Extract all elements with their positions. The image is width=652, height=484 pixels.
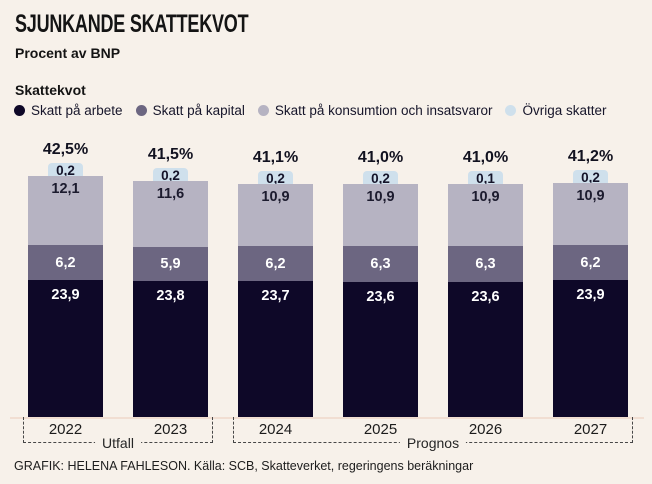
x-axis-line	[10, 417, 644, 419]
segment-skatt-p-kapital: 6,3	[343, 245, 418, 283]
legend-item-label: Skatt på konsumtion och insatsvaror	[274, 103, 493, 118]
segment-value-label: 23,8	[156, 287, 185, 304]
chart-legend: Skatt på arbete Skatt på kapital Skatt på …	[14, 103, 607, 118]
x-axis-year-2027: 2027	[573, 421, 608, 438]
segment-skatt-p-konsumtion-och-insatsvaror: 10,9	[448, 183, 523, 246]
segment-value-label: 11,6	[156, 185, 185, 202]
total-percent-label: 41,0%	[357, 148, 404, 166]
legend-item-vriga-skatter: Övriga skatter	[505, 103, 607, 118]
total-percent-label: 42,5%	[42, 140, 89, 158]
legend-item-label: Skatt på kapital	[152, 103, 245, 118]
x-axis-year-2023: 2023	[153, 421, 188, 438]
segment-value-label: 10,9	[261, 188, 290, 205]
segment-value-label: 6,3	[475, 256, 496, 272]
segment-value-label: 23,6	[471, 289, 500, 306]
segment-value-label: 23,6	[366, 289, 395, 306]
segment-skatt-p-kapital: 6,2	[553, 244, 628, 281]
segment-value-label: 10,9	[471, 188, 500, 205]
legend-dot-icon	[135, 105, 147, 116]
group-bracket-label: Utfall	[95, 435, 141, 451]
segment-skatt-p-konsumtion-och-insatsvaror: 10,9	[343, 183, 418, 246]
segment-value-label: 23,9	[51, 287, 80, 304]
segment-skatt-p-arbete: 23,8	[133, 280, 208, 417]
segment-value-label: 12,1	[51, 180, 80, 197]
legend-item-label: Övriga skatter	[522, 103, 607, 118]
segment-value-label: 6,2	[265, 255, 286, 272]
segment-skatt-p-konsumtion-och-insatsvaror: 11,6	[133, 180, 208, 248]
legend-dot-icon	[14, 105, 25, 116]
x-axis-year-2025: 2025	[363, 421, 398, 438]
legend-item-label: Skatt på arbete	[31, 103, 123, 118]
group-bracket-utfall: Utfall	[23, 417, 213, 451]
segment-skatt-p-kapital: 6,3	[448, 245, 523, 283]
segment-skatt-p-arbete: 23,6	[448, 282, 523, 417]
legend-item-skatt-p-arbete: Skatt på arbete	[14, 103, 123, 118]
x-axis-year-2024: 2024	[258, 421, 293, 438]
segment-skatt-p-arbete: 23,9	[553, 280, 628, 417]
legend-dot-icon	[505, 105, 517, 116]
group-bracket-prognos: Prognos	[233, 417, 633, 451]
legend-dot-icon	[257, 105, 269, 116]
segment-skatt-p-konsumtion-och-insatsvaror: 10,9	[238, 183, 313, 246]
total-percent-label: 41,0%	[462, 148, 509, 166]
legend-item-skatt-p-konsumtion-och-insatsvaror: Skatt på konsumtion och insatsvaror	[257, 103, 493, 118]
segment-skatt-p-arbete: 23,7	[238, 281, 313, 417]
bar-column-2023: 41,5% 0,2 11,6 5,9 23,8	[133, 130, 208, 417]
segment-value-label: 6,2	[580, 254, 601, 271]
page-title: SJUNKANDE SKATTEKVOT	[15, 10, 249, 38]
segment-skatt-p-konsumtion-och-insatsvaror: 10,9	[553, 182, 628, 245]
segment-value-label: 5,9	[160, 256, 181, 272]
legend-title: Skattekvot	[15, 82, 86, 98]
bar-column-2022: 42,5% 0,2 12,1 6,2 23,9	[28, 130, 103, 417]
segment-skatt-p-kapital: 6,2	[28, 244, 103, 281]
chart-subtitle: Procent av BNP	[15, 45, 121, 61]
bar-column-2027: 41,2% 0,2 10,9 6,2 23,9	[553, 130, 628, 417]
total-percent-label: 41,2%	[567, 147, 614, 165]
total-percent-label: 41,1%	[252, 148, 299, 166]
segment-value-label: 6,2	[55, 254, 76, 271]
segment-skatt-p-kapital: 6,2	[238, 245, 313, 282]
segment-value-label: 23,9	[576, 287, 605, 304]
bar-column-2026: 41,0% 0,1 10,9 6,3 23,6	[448, 130, 523, 417]
bar-column-2024: 41,1% 0,2 10,9 6,2 23,7	[238, 130, 313, 417]
segment-value-label: 6,3	[370, 256, 391, 272]
segment-skatt-p-kapital: 5,9	[133, 247, 208, 281]
group-bracket-label: Prognos	[399, 435, 467, 451]
segment-skatt-p-arbete: 23,6	[343, 282, 418, 417]
legend-item-skatt-p-kapital: Skatt på kapital	[135, 103, 245, 118]
segment-skatt-p-konsumtion-och-insatsvaror: 12,1	[28, 175, 103, 245]
x-axis-year-2022: 2022	[48, 421, 83, 438]
x-axis-year-2026: 2026	[468, 421, 503, 438]
credit-line: GRAFIK: HELENA FAHLESON. Källa: SCB, Ska…	[14, 459, 474, 473]
segment-value-label: 23,7	[261, 288, 290, 305]
bar-column-2025: 41,0% 0,2 10,9 6,3 23,6	[343, 130, 418, 417]
segment-value-label: 10,9	[576, 187, 605, 204]
segment-skatt-p-arbete: 23,9	[28, 280, 103, 417]
total-percent-label: 41,5%	[147, 145, 194, 163]
segment-value-label: 10,9	[366, 188, 395, 205]
